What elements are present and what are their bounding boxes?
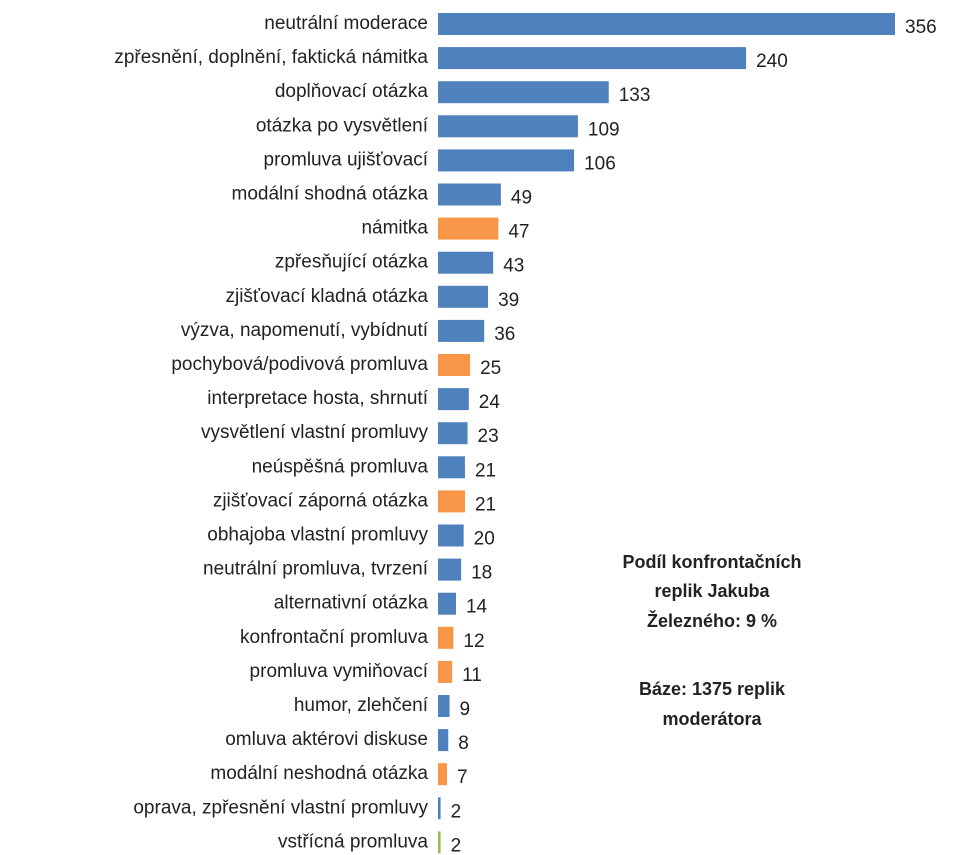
category-label: otázka po vysvětlení: [256, 115, 429, 136]
value-label: 9: [460, 699, 471, 720]
bar: [438, 47, 747, 70]
category-label: vstřícná promluva: [278, 831, 428, 852]
category-label: neúspěšná promluva: [252, 456, 429, 477]
category-label: modální shodná otázka: [232, 184, 429, 205]
annotation: Železného: 9 %: [647, 610, 777, 631]
value-label: 240: [756, 51, 788, 72]
bar: [438, 695, 450, 717]
value-label: 11: [462, 665, 482, 686]
value-label: 24: [479, 392, 501, 413]
value-label: 36: [494, 324, 515, 345]
category-label: doplňovací otázka: [275, 81, 429, 102]
category-label: alternativní otázka: [274, 593, 429, 614]
bar: [438, 558, 462, 581]
category-label: oprava, zpřesnění vlastní promluvy: [133, 797, 428, 818]
value-label: 43: [503, 256, 524, 277]
bar: [438, 660, 453, 683]
value-label: 12: [463, 631, 484, 652]
category-label: pochybová/podivová promluva: [171, 354, 428, 375]
bar: [438, 456, 465, 479]
bar: [438, 115, 578, 138]
bar: [438, 797, 441, 820]
category-label: omluva aktérovi diskuse: [225, 729, 428, 750]
category-label: neutrální promluva, tvrzení: [203, 559, 429, 580]
category-label: interpretace hosta, shrnutí: [207, 388, 428, 409]
category-label: promluva vymiňovací: [250, 661, 429, 682]
category-label: zpřesňující otázka: [275, 252, 429, 273]
category-label: modální neshodná otázka: [210, 763, 428, 784]
bar: [438, 251, 494, 274]
bar: [438, 285, 489, 308]
value-label: 109: [588, 119, 620, 140]
value-label: 356: [905, 17, 937, 38]
value-label: 106: [584, 153, 616, 174]
bar: [438, 217, 499, 240]
bar: [438, 763, 447, 786]
bar: [438, 81, 609, 104]
value-label: 20: [474, 529, 495, 550]
bar: [438, 524, 464, 547]
category-label: promluva ujišťovací: [264, 149, 429, 170]
bar: [438, 388, 469, 411]
value-label: 2: [451, 835, 462, 855]
category-label: obhajoba vlastní promluvy: [207, 525, 428, 546]
bar: [438, 831, 441, 854]
bar: [438, 592, 456, 615]
category-label: humor, zlehčení: [294, 695, 429, 716]
value-label: 21: [475, 460, 496, 481]
bar: [438, 729, 449, 752]
category-label: zjišťovací kladná otázka: [225, 286, 428, 307]
value-label: 49: [511, 188, 532, 209]
category-label: námitka: [361, 218, 428, 239]
bar: [438, 626, 454, 649]
category-label: zpřesnění, doplnění, faktická námitka: [114, 47, 428, 68]
category-label: vysvětlení vlastní promluvy: [201, 422, 429, 443]
category-label: zjišťovací záporná otázka: [213, 490, 429, 511]
category-label: výzva, napomenutí, vybídnutí: [181, 320, 429, 341]
value-label: 25: [480, 358, 501, 379]
category-label: neutrální moderace: [264, 13, 428, 34]
category-label: konfrontační promluva: [240, 627, 428, 648]
value-label: 7: [457, 767, 468, 788]
bar: [438, 422, 468, 445]
annotation: Báze: 1375 replik: [639, 679, 786, 699]
value-label: 8: [458, 733, 469, 754]
value-label: 47: [508, 222, 529, 243]
value-label: 39: [498, 290, 519, 311]
bar: [438, 183, 501, 206]
bar: [438, 13, 895, 35]
bar: [438, 319, 485, 342]
bar: [438, 149, 575, 172]
bar: [438, 354, 471, 376]
annotation: replik Jakuba: [654, 581, 770, 601]
value-label: 23: [478, 426, 499, 447]
value-label: 18: [471, 563, 492, 584]
value-label: 14: [466, 597, 488, 618]
value-label: 21: [475, 494, 496, 515]
value-label: 133: [619, 85, 651, 106]
annotation: moderátora: [662, 709, 762, 729]
annotation: Podíl konfrontačních: [622, 552, 801, 572]
value-label: 2: [451, 801, 462, 822]
bar: [438, 490, 465, 513]
